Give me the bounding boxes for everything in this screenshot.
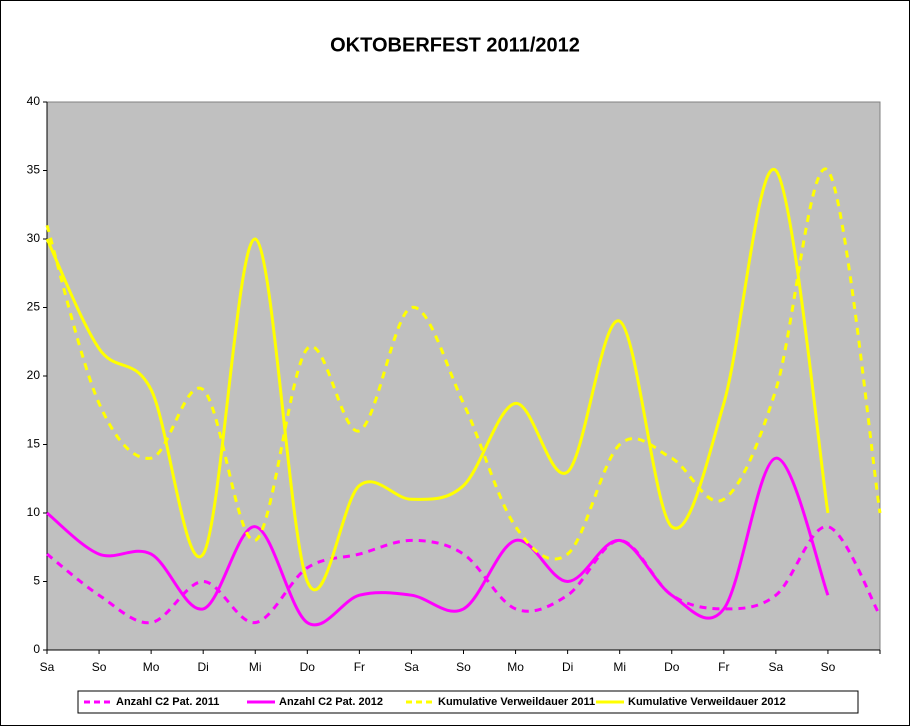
- x-tick-label: So: [456, 660, 471, 674]
- x-tick-label: So: [92, 660, 107, 674]
- y-tick-label: 40: [27, 94, 41, 108]
- x-tick-label: Mi: [613, 660, 626, 674]
- series-line: [45, 167, 830, 592]
- x-tick-label: Sa: [404, 660, 419, 674]
- legend-label: Kumulative Verweildauer 2011: [438, 696, 595, 708]
- x-tick-label: Do: [300, 660, 316, 674]
- x-tick-label: Di: [562, 660, 573, 674]
- y-tick-label: 20: [27, 368, 41, 382]
- y-tick-label: 30: [27, 231, 41, 245]
- y-tick-label: 35: [27, 163, 41, 177]
- y-tick-label: 15: [27, 437, 41, 451]
- series-line: [45, 167, 882, 561]
- x-tick-label: Sa: [769, 660, 784, 674]
- x-tick-label: Mo: [507, 660, 524, 674]
- x-tick-label: Sa: [40, 660, 55, 674]
- series-line: [46, 525, 882, 625]
- chart-title: OKTOBERFEST 2011/2012: [330, 34, 580, 56]
- x-tick-label: Di: [198, 660, 209, 674]
- x-tick-label: So: [821, 660, 836, 674]
- series-line: [46, 456, 830, 627]
- y-tick-label: 10: [27, 505, 41, 519]
- y-tick-label: 5: [33, 574, 40, 588]
- legend: [77, 690, 859, 714]
- legend-label: Kumulative Verweildauer 2012: [628, 696, 786, 708]
- plot-area: [46, 101, 881, 651]
- legend-label: Anzahl C2 Pat. 2012: [279, 696, 383, 708]
- legend-label: Anzahl C2 Pat. 2011: [116, 696, 219, 708]
- x-tick-label: Mo: [143, 660, 160, 674]
- y-tick-label: 25: [27, 300, 41, 314]
- x-tick-label: Do: [664, 660, 680, 674]
- x-tick-label: Mi: [249, 660, 262, 674]
- x-tick-label: Fr: [718, 660, 729, 674]
- y-tick-label: 0: [33, 642, 40, 656]
- x-tick-label: Fr: [354, 660, 365, 674]
